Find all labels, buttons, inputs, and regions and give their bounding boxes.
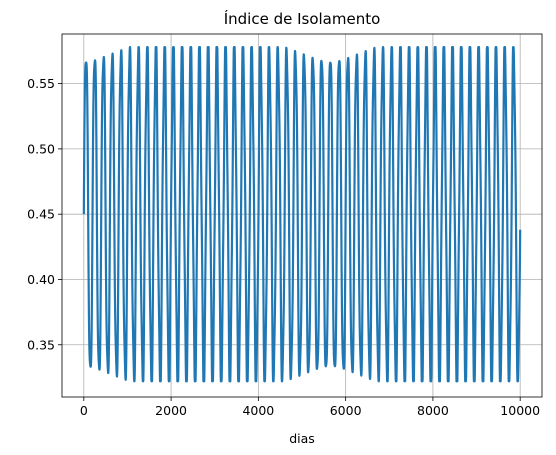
x-axis-label: dias: [289, 431, 315, 446]
x-tick-label: 6000: [330, 403, 362, 418]
y-axis: 0.35 0.40 0.45 0.50 0.55: [27, 76, 62, 352]
y-tick-label: 0.55: [27, 76, 55, 91]
y-tick-label: 0.45: [27, 207, 55, 222]
x-tick-label: 4000: [242, 403, 274, 418]
x-tick-label: 8000: [417, 403, 449, 418]
plot-frame: [61, 33, 543, 398]
x-tick-label: 2000: [155, 403, 187, 418]
x-axis: 0 2000 4000 6000 8000 10000: [80, 397, 540, 418]
y-tick-label: 0.40: [27, 272, 55, 287]
series-line: [82, 45, 522, 383]
chart-title: Índice de Isolamento: [224, 9, 381, 28]
x-tick-label: 10000: [500, 403, 540, 418]
series-layer: [82, 45, 522, 383]
x-tick-label: 0: [80, 403, 88, 418]
y-tick-label: 0.35: [27, 337, 55, 352]
y-tick-label: 0.50: [27, 141, 55, 156]
